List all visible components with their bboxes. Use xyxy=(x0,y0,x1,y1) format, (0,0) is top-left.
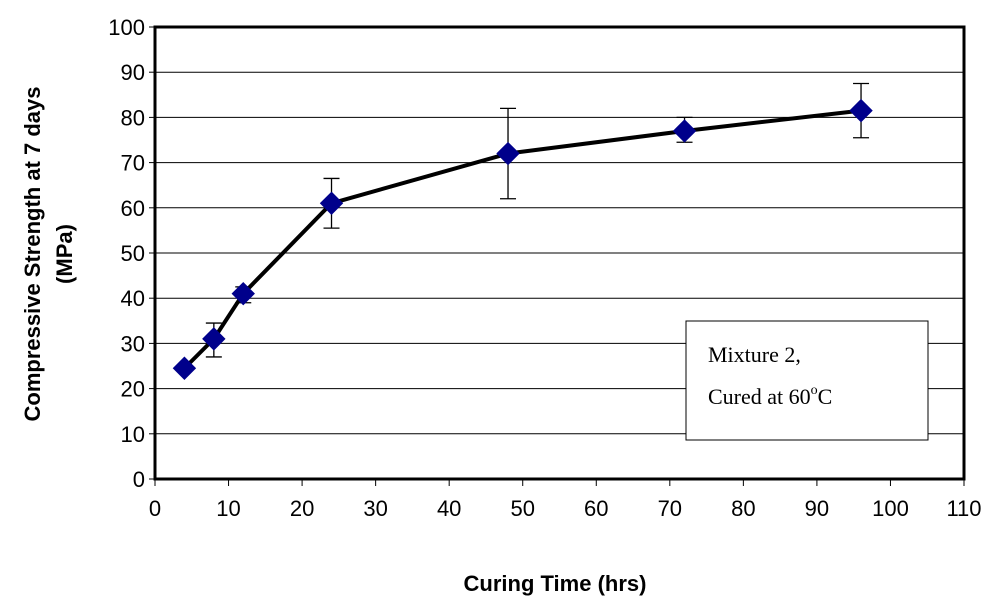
y-axis: 0 10 20 30 40 50 60 70 80 90 100 xyxy=(108,15,155,492)
x-tick-label-30: 30 xyxy=(363,496,387,521)
x-tick-label-10: 10 xyxy=(216,496,240,521)
y-tick-label-10: 10 xyxy=(121,422,145,447)
y-tick-label-100: 100 xyxy=(108,15,145,40)
series-layer xyxy=(172,82,873,380)
x-axis-title: Curing Time (hrs) xyxy=(464,571,647,596)
x-tick-label-100: 100 xyxy=(872,496,909,521)
annotation-line2: Cured at 60oC xyxy=(708,383,832,409)
x-tick-label-110: 110 xyxy=(946,496,981,521)
y-tick-label-60: 60 xyxy=(121,196,145,221)
y-tick-label-0: 0 xyxy=(133,467,145,492)
x-axis: 0 10 20 30 40 50 60 70 80 90 100 110 xyxy=(149,479,982,521)
gridlines xyxy=(155,71,964,435)
x-tick-label-90: 90 xyxy=(805,496,829,521)
data-point-marker xyxy=(319,191,344,215)
annotation-line2-prefix: Cured at 60 xyxy=(708,384,811,409)
y-tick-label-70: 70 xyxy=(121,151,145,176)
y-tick-label-40: 40 xyxy=(121,286,145,311)
x-tick-label-0: 0 xyxy=(149,496,161,521)
x-tick-label-60: 60 xyxy=(584,496,608,521)
data-point-marker xyxy=(172,356,197,380)
x-tick-label-40: 40 xyxy=(437,496,461,521)
annotation-degree-sup: o xyxy=(811,383,818,398)
data-point-marker xyxy=(231,281,255,306)
data-point-marker xyxy=(202,327,226,351)
y-axis-title-line1: Compressive Strength at 7 days xyxy=(20,86,45,421)
y-tick-label-20: 20 xyxy=(121,377,145,402)
x-tick-label-80: 80 xyxy=(731,496,755,521)
y-tick-label-30: 30 xyxy=(121,331,145,356)
y-tick-label-90: 90 xyxy=(121,60,145,85)
x-tick-label-50: 50 xyxy=(510,496,534,521)
y-axis-title-line2: (MPa) xyxy=(52,224,77,284)
annotation-line2-suffix: C xyxy=(818,384,833,409)
data-point-marker xyxy=(496,141,520,166)
data-point-marker xyxy=(672,119,697,143)
x-tick-label-70: 70 xyxy=(658,496,682,521)
x-tick-label-20: 20 xyxy=(290,496,314,521)
y-tick-label-50: 50 xyxy=(121,241,145,266)
data-point-marker xyxy=(849,98,873,123)
annotation-line1: Mixture 2, xyxy=(708,342,801,367)
annotation-box: Mixture 2, Cured at 60oC xyxy=(685,320,929,441)
y-tick-label-80: 80 xyxy=(121,105,145,130)
